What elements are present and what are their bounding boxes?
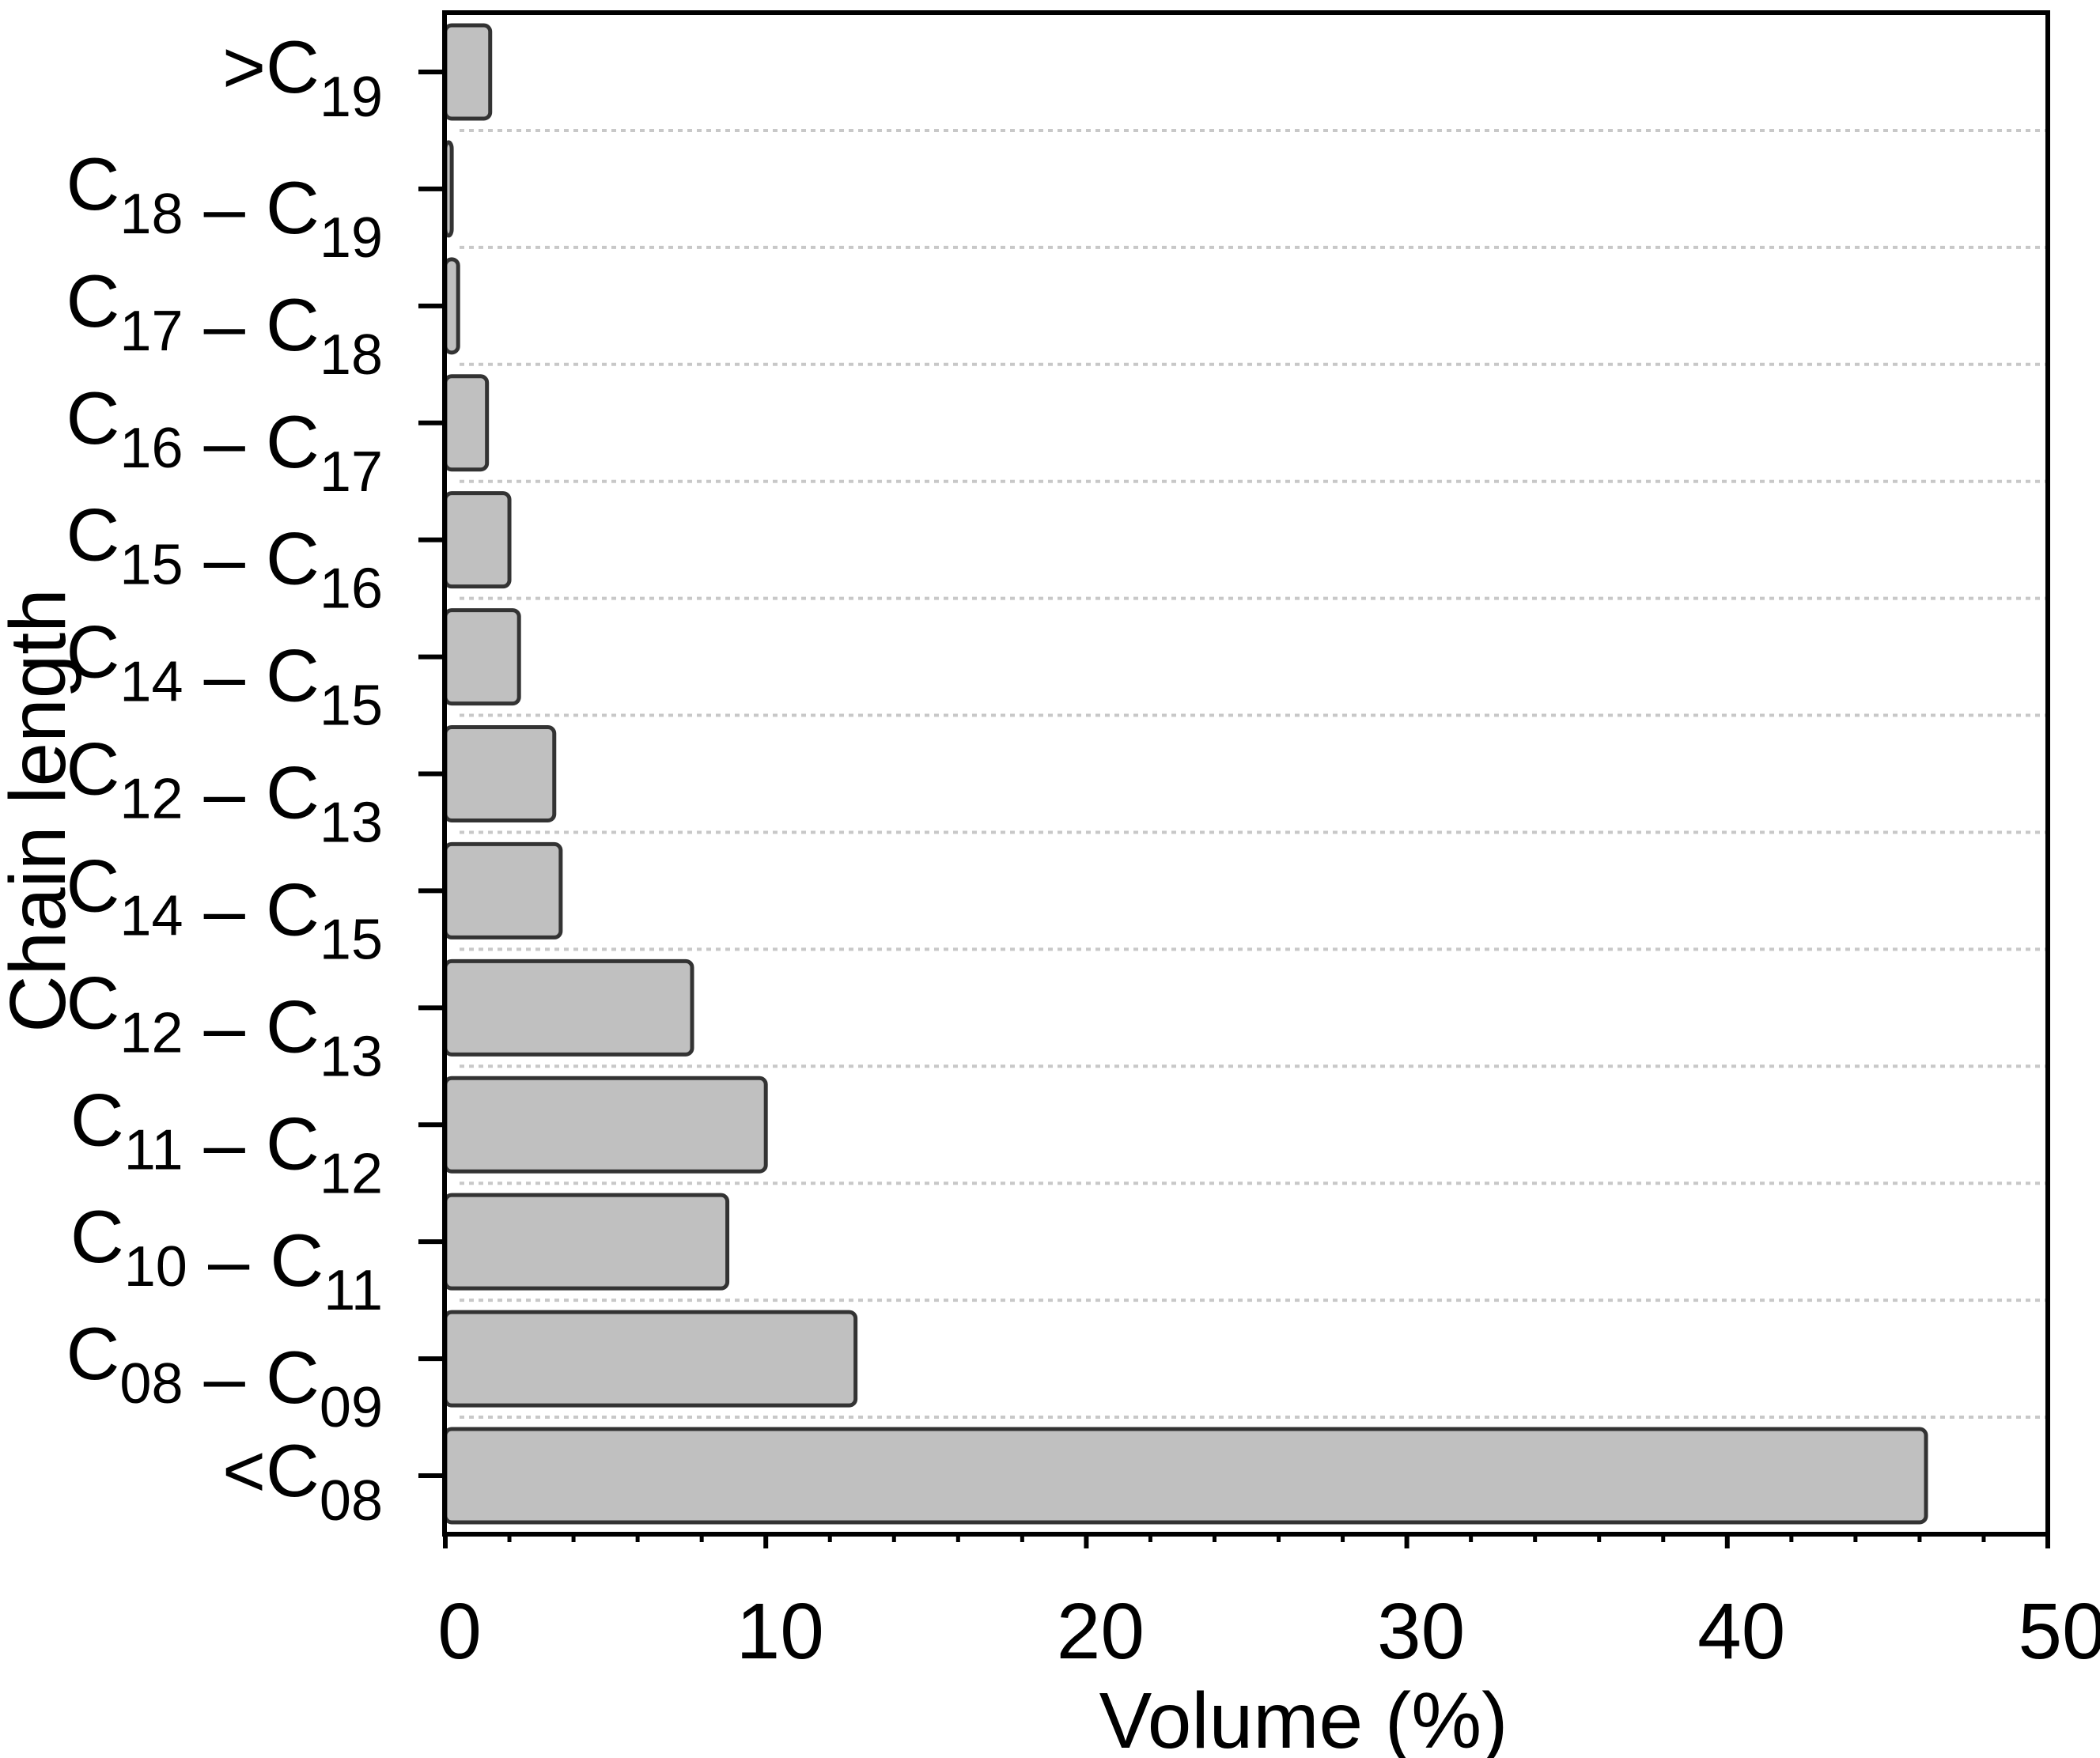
plot-border [442,10,2050,1537]
x-tick-label: 40 [1697,1587,1785,1676]
gridlines [460,128,2048,1420]
y-category-label: >C19 [222,25,383,129]
bar [443,374,490,472]
bar [443,1427,1928,1525]
y-category-label: C08 – C09 [66,1312,383,1439]
y-category-label: <C08 [222,1429,383,1533]
y-axis-ticks [418,70,445,1478]
bar [443,1310,858,1408]
y-category-label: C12 – C13 [66,961,383,1088]
y-category-label: C10 – C11 [70,1195,383,1322]
y-category-label: C16 – C17 [66,376,383,504]
bar [443,257,460,355]
y-category-label: C15 – C16 [66,493,383,621]
bar [443,608,521,706]
y-category-label: C18 – C19 [66,142,383,270]
y-category-label: C12 – C13 [66,728,383,855]
bar [443,841,563,939]
plot-frame [442,10,2050,1537]
y-category-label: C14 – C15 [66,611,383,738]
bar [443,23,493,121]
bar [443,1193,730,1291]
x-tick-label: 50 [2018,1587,2100,1676]
bar [443,725,557,822]
y-category-label: C14 – C15 [66,844,383,971]
y-category-label: C11 – C12 [70,1078,383,1205]
bars [443,23,1928,1525]
x-axis-tick-labels: 0 10 20 30 40 50 [437,1587,2100,1676]
bar [443,958,694,1057]
bar [443,1076,768,1174]
y-category-label: C17 – C18 [66,259,383,387]
y-axis-title: Chain length [0,588,82,1033]
x-axis-title: Volume (%) [1099,1677,1508,1758]
bar [443,491,512,589]
x-tick-label: 20 [1057,1587,1145,1676]
x-tick-label: 30 [1377,1587,1465,1676]
x-axis-ticks [443,1534,2050,1548]
x-tick-label: 0 [437,1587,482,1676]
x-tick-label: 10 [736,1587,824,1676]
